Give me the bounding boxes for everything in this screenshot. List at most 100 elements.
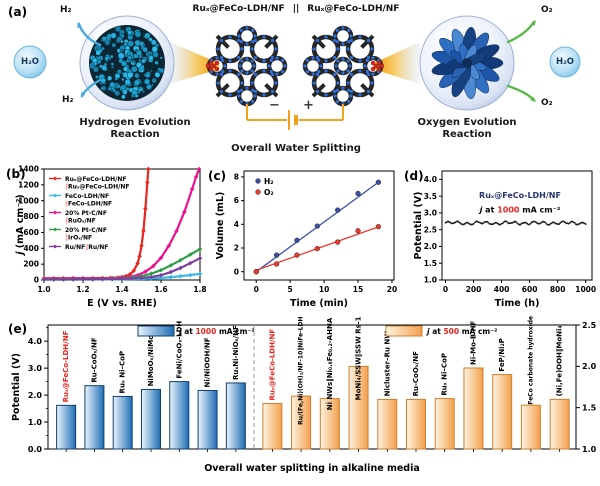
y-tick-label: 1000 bbox=[18, 196, 39, 205]
metal-site-dot bbox=[315, 89, 320, 94]
stability-point bbox=[538, 222, 541, 225]
nanoparticle-dot bbox=[127, 30, 133, 36]
orange-bar bbox=[434, 398, 455, 450]
metal-site-dot bbox=[349, 34, 353, 38]
her-caption-line2: Reaction bbox=[110, 129, 160, 140]
nanoparticle-dot bbox=[130, 93, 135, 98]
stability-point bbox=[499, 223, 502, 226]
metal-site-dot bbox=[236, 55, 241, 60]
x-axis-label: Overall water splitting in alkaline medi… bbox=[204, 463, 420, 474]
stability-point bbox=[476, 220, 478, 223]
y-tick-label: 600 bbox=[23, 228, 39, 237]
metal-site-dot bbox=[253, 89, 258, 94]
ru-site-dot bbox=[208, 60, 214, 66]
stability-point bbox=[498, 223, 500, 226]
series-marker bbox=[139, 243, 144, 249]
data-point bbox=[314, 223, 320, 229]
o2-arrow-top-head bbox=[530, 20, 536, 26]
legend-marker bbox=[53, 244, 57, 249]
x-tick-label: 0 bbox=[254, 285, 259, 294]
blue-bar-label: Ruₓ@FeCo-LDH/NF bbox=[62, 330, 70, 402]
nanoparticle-dot bbox=[101, 64, 108, 71]
blue-bar bbox=[56, 404, 77, 450]
legend-left-swatch bbox=[137, 325, 175, 337]
legend-label: ‖FeCo-LDH/NF bbox=[65, 201, 112, 208]
stability-point bbox=[472, 223, 475, 225]
h2-label-top: H₂ bbox=[60, 5, 72, 15]
stability-point bbox=[450, 222, 453, 225]
flower-center bbox=[462, 58, 472, 68]
metal-site-dot bbox=[239, 28, 243, 32]
nanoparticle-dot bbox=[119, 49, 124, 53]
stability-point bbox=[531, 221, 533, 223]
series-marker bbox=[197, 271, 203, 277]
stability-point bbox=[464, 222, 466, 225]
stability-point bbox=[511, 221, 514, 224]
metal-site-dot bbox=[341, 86, 345, 90]
orange-bar-label: FeCo carbonate hydroxide bbox=[527, 316, 534, 405]
metal-site-dot bbox=[312, 47, 316, 51]
stability-point bbox=[542, 220, 544, 223]
metal-site-dot bbox=[251, 40, 255, 44]
stability-point bbox=[578, 223, 581, 225]
stability-point bbox=[447, 220, 449, 223]
nanoparticle-dot bbox=[110, 62, 115, 66]
metal-site-dot bbox=[228, 93, 232, 97]
legend-marker bbox=[53, 227, 57, 232]
y-tick-label: 400 bbox=[23, 244, 39, 253]
nanoparticle-dot bbox=[134, 30, 142, 38]
stability-point bbox=[564, 221, 566, 224]
x-tick-label: 800 bbox=[550, 285, 566, 294]
stability-point bbox=[515, 221, 518, 223]
nanoparticle-dot bbox=[100, 86, 104, 90]
metal-site-dot bbox=[315, 72, 320, 77]
metal-site-dot bbox=[253, 38, 258, 43]
series-marker bbox=[90, 276, 96, 282]
series-marker bbox=[187, 260, 193, 266]
blue-bar-label: Ru-CoOₓ/NF bbox=[90, 337, 98, 382]
metal-site-dot bbox=[363, 64, 367, 68]
legend-left-label: j at 1000 mA cm⁻² bbox=[178, 327, 255, 336]
metal-site-dot bbox=[275, 72, 279, 76]
metal-site-dot bbox=[275, 56, 279, 60]
stability-point bbox=[470, 223, 472, 226]
nanoparticle-dot bbox=[135, 62, 142, 68]
blue-bar bbox=[225, 382, 246, 450]
stability-point bbox=[565, 222, 567, 225]
data-point bbox=[375, 179, 382, 185]
x-tick-label: 200 bbox=[466, 285, 482, 294]
metal-site-dot bbox=[366, 38, 371, 43]
legend-label: ‖IrOₓ/NF bbox=[65, 235, 92, 242]
x-tick-label: 1.4 bbox=[115, 285, 128, 294]
metal-site-dot bbox=[250, 81, 254, 85]
metal-site-dot bbox=[349, 89, 354, 94]
x-axis-label: E (V vs. RHE) bbox=[87, 298, 157, 309]
legend-right-label: j at 500 mA cm⁻² bbox=[426, 327, 497, 336]
o2-arrow-top bbox=[506, 20, 536, 44]
y-axis-label: Potential (V) bbox=[413, 191, 424, 259]
y-tick-label: 3.5 bbox=[424, 192, 437, 201]
orange-bar-label: Ruₓ@FeCo-LDH/NF bbox=[268, 329, 276, 401]
metal-site-dot bbox=[371, 56, 375, 60]
stability-point bbox=[449, 221, 452, 224]
nanoparticle-dot bbox=[159, 56, 163, 60]
data-point bbox=[335, 207, 341, 213]
nanoparticle-dot bbox=[150, 39, 157, 46]
series-marker bbox=[143, 206, 148, 211]
stability-point bbox=[533, 220, 536, 223]
metal-site-dot bbox=[305, 70, 309, 74]
nanoparticle-dot bbox=[117, 52, 125, 60]
series-marker bbox=[109, 276, 115, 282]
stability-point bbox=[491, 223, 493, 225]
stability-point bbox=[486, 220, 488, 223]
metal-site-dot bbox=[341, 57, 345, 61]
legend-marker bbox=[53, 176, 57, 181]
metal-site-dot bbox=[335, 40, 339, 44]
stability-point bbox=[501, 222, 504, 225]
series-marker bbox=[196, 166, 202, 172]
beam-right bbox=[376, 42, 420, 84]
orange-bar-label: Ni NWs‖Ni₀.₈Fe₀.₂-AHNA bbox=[326, 317, 335, 410]
stability-point bbox=[528, 223, 531, 226]
nanoparticle-dot bbox=[121, 94, 126, 100]
